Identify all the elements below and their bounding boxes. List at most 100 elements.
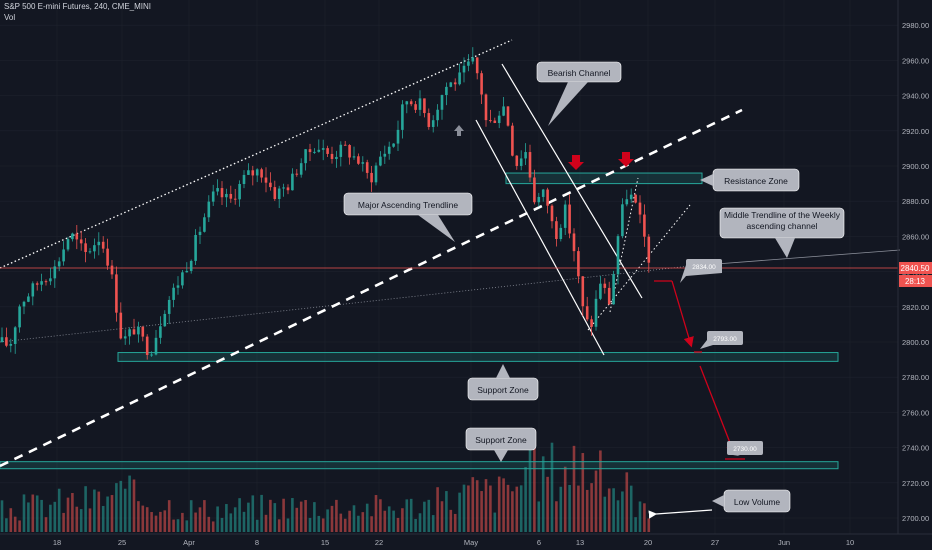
resistance-zone-label: Resistance Zone [724, 176, 788, 186]
candle-body [299, 163, 303, 175]
candle-body [607, 287, 611, 305]
candle-body [203, 217, 206, 232]
volume-bar [40, 499, 43, 532]
candle-body [603, 283, 607, 288]
volume-bar [418, 513, 422, 532]
x-tick-label: 18 [53, 538, 61, 547]
candle-body [295, 173, 299, 175]
candle-body [176, 285, 180, 288]
candle-body [317, 149, 321, 152]
volume-bar [145, 507, 149, 532]
candle-body [524, 152, 527, 159]
volume-bar [313, 502, 316, 532]
volume-bar [453, 513, 457, 532]
volume-bar [57, 488, 61, 532]
candle-body [110, 265, 114, 275]
candle-body [431, 120, 435, 127]
candle-body [159, 326, 162, 338]
candle-body [119, 312, 123, 339]
candle-body [75, 233, 79, 240]
volume-bar [440, 501, 444, 532]
candle-body [546, 189, 549, 206]
rising-wedge-upper [587, 204, 691, 331]
candle-body [88, 251, 92, 253]
volume-bar [638, 501, 642, 532]
candle-body [66, 239, 70, 250]
last-price-value: 2840.50 [901, 264, 930, 273]
volume-bar [497, 476, 501, 532]
candle-body [387, 146, 391, 154]
volume-bar [405, 499, 409, 532]
candle-body [594, 298, 598, 327]
volume-bar [150, 512, 153, 532]
volume-bar [581, 453, 585, 532]
y-tick-label: 2720.00 [902, 479, 929, 488]
volume-bar [361, 512, 365, 532]
candle-body [18, 306, 21, 328]
candle-body [339, 144, 343, 157]
candle-body [493, 120, 497, 124]
candle-body [22, 301, 26, 307]
volume-bar [330, 505, 334, 532]
volume-bar [163, 510, 167, 532]
volume-bar [5, 518, 8, 532]
y-tick-label: 2960.00 [902, 56, 929, 65]
candle-body [405, 101, 409, 105]
candle-body [612, 274, 615, 305]
volume-bar [75, 506, 79, 532]
volume-bar [445, 491, 448, 532]
candle-body [634, 194, 637, 203]
volume-bar [379, 499, 382, 532]
volume-bar [537, 501, 541, 532]
candle-body [330, 153, 334, 159]
candle-body [484, 94, 488, 121]
candle-body [449, 82, 453, 87]
volume-bar [365, 503, 369, 532]
volume-bar [607, 488, 611, 532]
candle-body [5, 337, 8, 346]
volume-bar [511, 491, 514, 532]
volume-bar [35, 495, 39, 532]
x-tick-label: May [464, 538, 478, 547]
x-tick-label: 27 [711, 538, 719, 547]
candle-body [365, 162, 369, 173]
candle-body [572, 233, 576, 252]
callouts-layer: Bearish Channel Major Ascending Trendlin… [343, 61, 845, 519]
volume-bar [66, 497, 70, 532]
candle-body [9, 343, 13, 346]
x-tick-label: 8 [255, 538, 259, 547]
candle-body [361, 162, 365, 164]
volume-bar [18, 520, 21, 532]
volume-bar [211, 521, 215, 532]
rising-wedge-lower [609, 177, 639, 313]
candle-body [581, 276, 585, 307]
candle-body [352, 156, 356, 158]
volume-bar [110, 495, 114, 532]
candle-body [563, 204, 567, 228]
x-tick-label: Apr [183, 538, 195, 547]
volume-bar [93, 489, 96, 532]
time-axis-ticks: 18 25 Apr 8 15 22 May 6 13 20 27 Jun 10 [53, 538, 854, 547]
candle-body [27, 296, 30, 302]
candle-body [128, 329, 131, 337]
candle-body [238, 183, 241, 200]
candle-body [304, 149, 307, 164]
volume-bar [563, 466, 567, 532]
candle-body [282, 187, 285, 189]
candle-body [172, 287, 175, 300]
volume-bar [590, 483, 593, 532]
candle-body [423, 98, 426, 114]
volume-bar [9, 508, 13, 532]
candle-body [537, 196, 541, 203]
low-volume-pointer [648, 509, 713, 519]
candle-body [348, 145, 351, 158]
candle-body [638, 202, 642, 215]
y-tick-label: 2760.00 [902, 408, 929, 417]
volume-bar [339, 513, 343, 532]
volume-bar [493, 512, 497, 532]
volume-bar [101, 505, 105, 532]
target-tag-1-text: 2834.00 [692, 264, 716, 271]
volume-bar [321, 518, 325, 532]
volume-bars [0, 442, 651, 532]
